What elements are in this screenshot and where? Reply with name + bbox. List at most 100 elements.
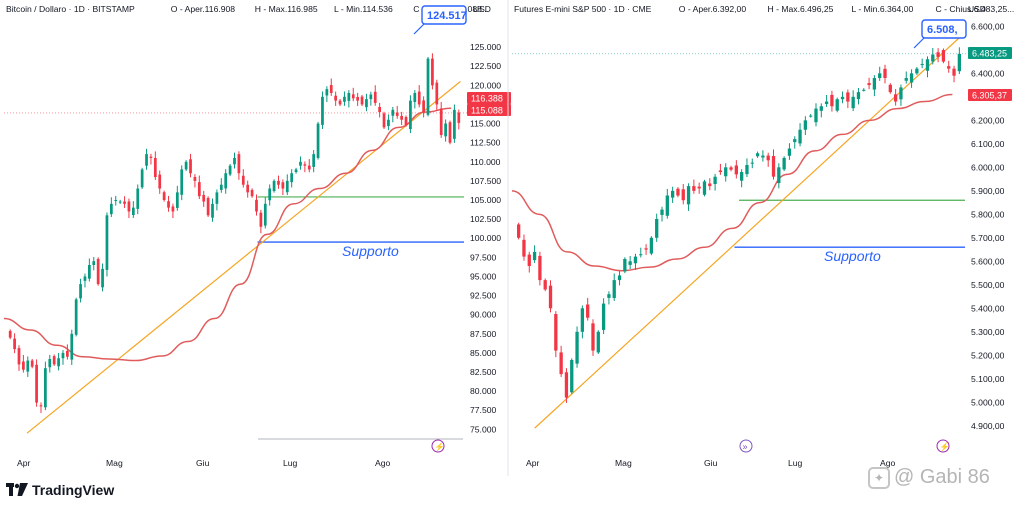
candle-body <box>206 197 210 216</box>
candle-body <box>52 356 56 365</box>
candle-body <box>44 368 47 408</box>
candle-body <box>931 54 935 62</box>
candle-body <box>830 94 834 107</box>
candle-body <box>197 182 201 197</box>
candle-body <box>127 201 131 212</box>
candle-body <box>952 68 956 76</box>
candle-body <box>184 161 188 170</box>
price-callout-label: 6.508, <box>927 24 958 36</box>
y-tick-label: 6.000,00 <box>971 162 1005 172</box>
candle-body <box>814 108 818 123</box>
price-tag-box <box>467 92 511 104</box>
candle-body <box>883 68 887 79</box>
header-open: O - Aper.116.908 <box>171 4 236 14</box>
y-tick-label: 5.100,00 <box>971 374 1005 384</box>
candle-body <box>48 359 52 368</box>
candle-body <box>290 173 294 183</box>
candle-body <box>321 96 324 125</box>
price-callout-box <box>421 5 467 25</box>
candle-body <box>538 255 542 281</box>
candle-body <box>755 153 760 157</box>
candle-body <box>867 83 871 86</box>
candle-body <box>708 183 712 187</box>
candle-body <box>570 359 574 393</box>
y-tick-label: 4.900,00 <box>971 421 1005 431</box>
candle-body <box>395 112 399 116</box>
candle-body <box>686 186 691 205</box>
candle-body <box>457 112 461 123</box>
candle-body <box>180 169 184 195</box>
candle-body <box>193 176 197 181</box>
candle-body <box>373 91 377 103</box>
candle-body <box>285 180 289 193</box>
candle-body <box>522 239 526 257</box>
y-tick-label: 5.000,00 <box>971 397 1005 407</box>
candle-body <box>114 200 118 202</box>
candle-body <box>936 52 940 57</box>
candle-body <box>782 157 786 170</box>
y-tick-label: 125.000 <box>470 42 501 52</box>
candle-body <box>893 94 898 102</box>
tradingview-brand[interactable]: TradingView <box>6 482 114 498</box>
y-tick-label: 92.500 <box>470 291 497 301</box>
candle-body <box>734 165 738 175</box>
watermark: ✦ @ Gabi 86 <box>868 466 990 489</box>
x-tick-label: Lug <box>283 458 298 468</box>
candle-body <box>702 181 707 195</box>
candle-body <box>878 73 882 79</box>
chart-panel-2: Futures E-mini S&P 500 · 1D · CME O - Ape… <box>511 4 1014 468</box>
y-tick-label: 5.700,00 <box>971 233 1005 243</box>
candle-body <box>660 209 664 215</box>
candle-body <box>920 63 924 65</box>
candle-body <box>109 203 113 215</box>
candle-body <box>580 308 585 332</box>
candle-body <box>639 254 643 256</box>
candle-body <box>413 92 417 102</box>
candle-body <box>118 201 122 203</box>
candle-body <box>219 184 223 190</box>
candle-body <box>628 261 632 265</box>
candle-body <box>649 237 654 254</box>
candle-body <box>623 258 627 272</box>
x-tick-label: Giu <box>196 458 210 468</box>
candle-body <box>527 254 531 267</box>
candle-body <box>559 352 563 375</box>
candle-body <box>382 113 386 128</box>
candle-body <box>167 201 170 208</box>
x-tick-label: Lug <box>788 458 803 468</box>
header-low: L - Min.6.364,00 <box>852 4 914 14</box>
y-tick-label: 82.500 <box>470 367 497 377</box>
tradingview-logo-icon <box>6 483 28 496</box>
candle-body <box>851 96 855 109</box>
candle-body <box>153 157 157 178</box>
y-tick-label: 5.300,00 <box>971 327 1005 337</box>
y-tick-label: 75.000 <box>470 424 497 434</box>
y-tick-label: 5.600,00 <box>971 256 1005 266</box>
forward-icon: » <box>743 442 748 452</box>
candle-body <box>692 186 696 191</box>
x-tick-label: Apr <box>526 458 540 468</box>
y-tick-label: 112.500 <box>470 138 501 148</box>
y-tick-label: 90.000 <box>470 310 497 320</box>
candle-body <box>356 96 360 101</box>
candle-body <box>334 95 338 101</box>
candle-body <box>347 92 351 101</box>
y-tick-label: 102.500 <box>470 214 501 224</box>
candle-body <box>79 284 82 299</box>
candle-body <box>74 299 78 335</box>
candle-body <box>676 188 680 196</box>
candle-body <box>904 78 908 81</box>
price-tag-label: 115.088 <box>471 106 503 116</box>
candle-body <box>548 285 553 309</box>
candle-body <box>88 264 91 279</box>
candle-body <box>316 123 320 158</box>
y-tick-label: 95.000 <box>470 271 497 281</box>
candle-body <box>718 170 723 173</box>
candle-body <box>439 108 443 136</box>
y-tick-label: 5.800,00 <box>971 209 1005 219</box>
candle-body <box>426 58 430 115</box>
candle-body <box>617 275 622 281</box>
y-tick-label: 110.000 <box>470 157 501 167</box>
lightning-icon: ⚡ <box>940 442 950 452</box>
y-tick-label: 97.500 <box>470 252 497 262</box>
